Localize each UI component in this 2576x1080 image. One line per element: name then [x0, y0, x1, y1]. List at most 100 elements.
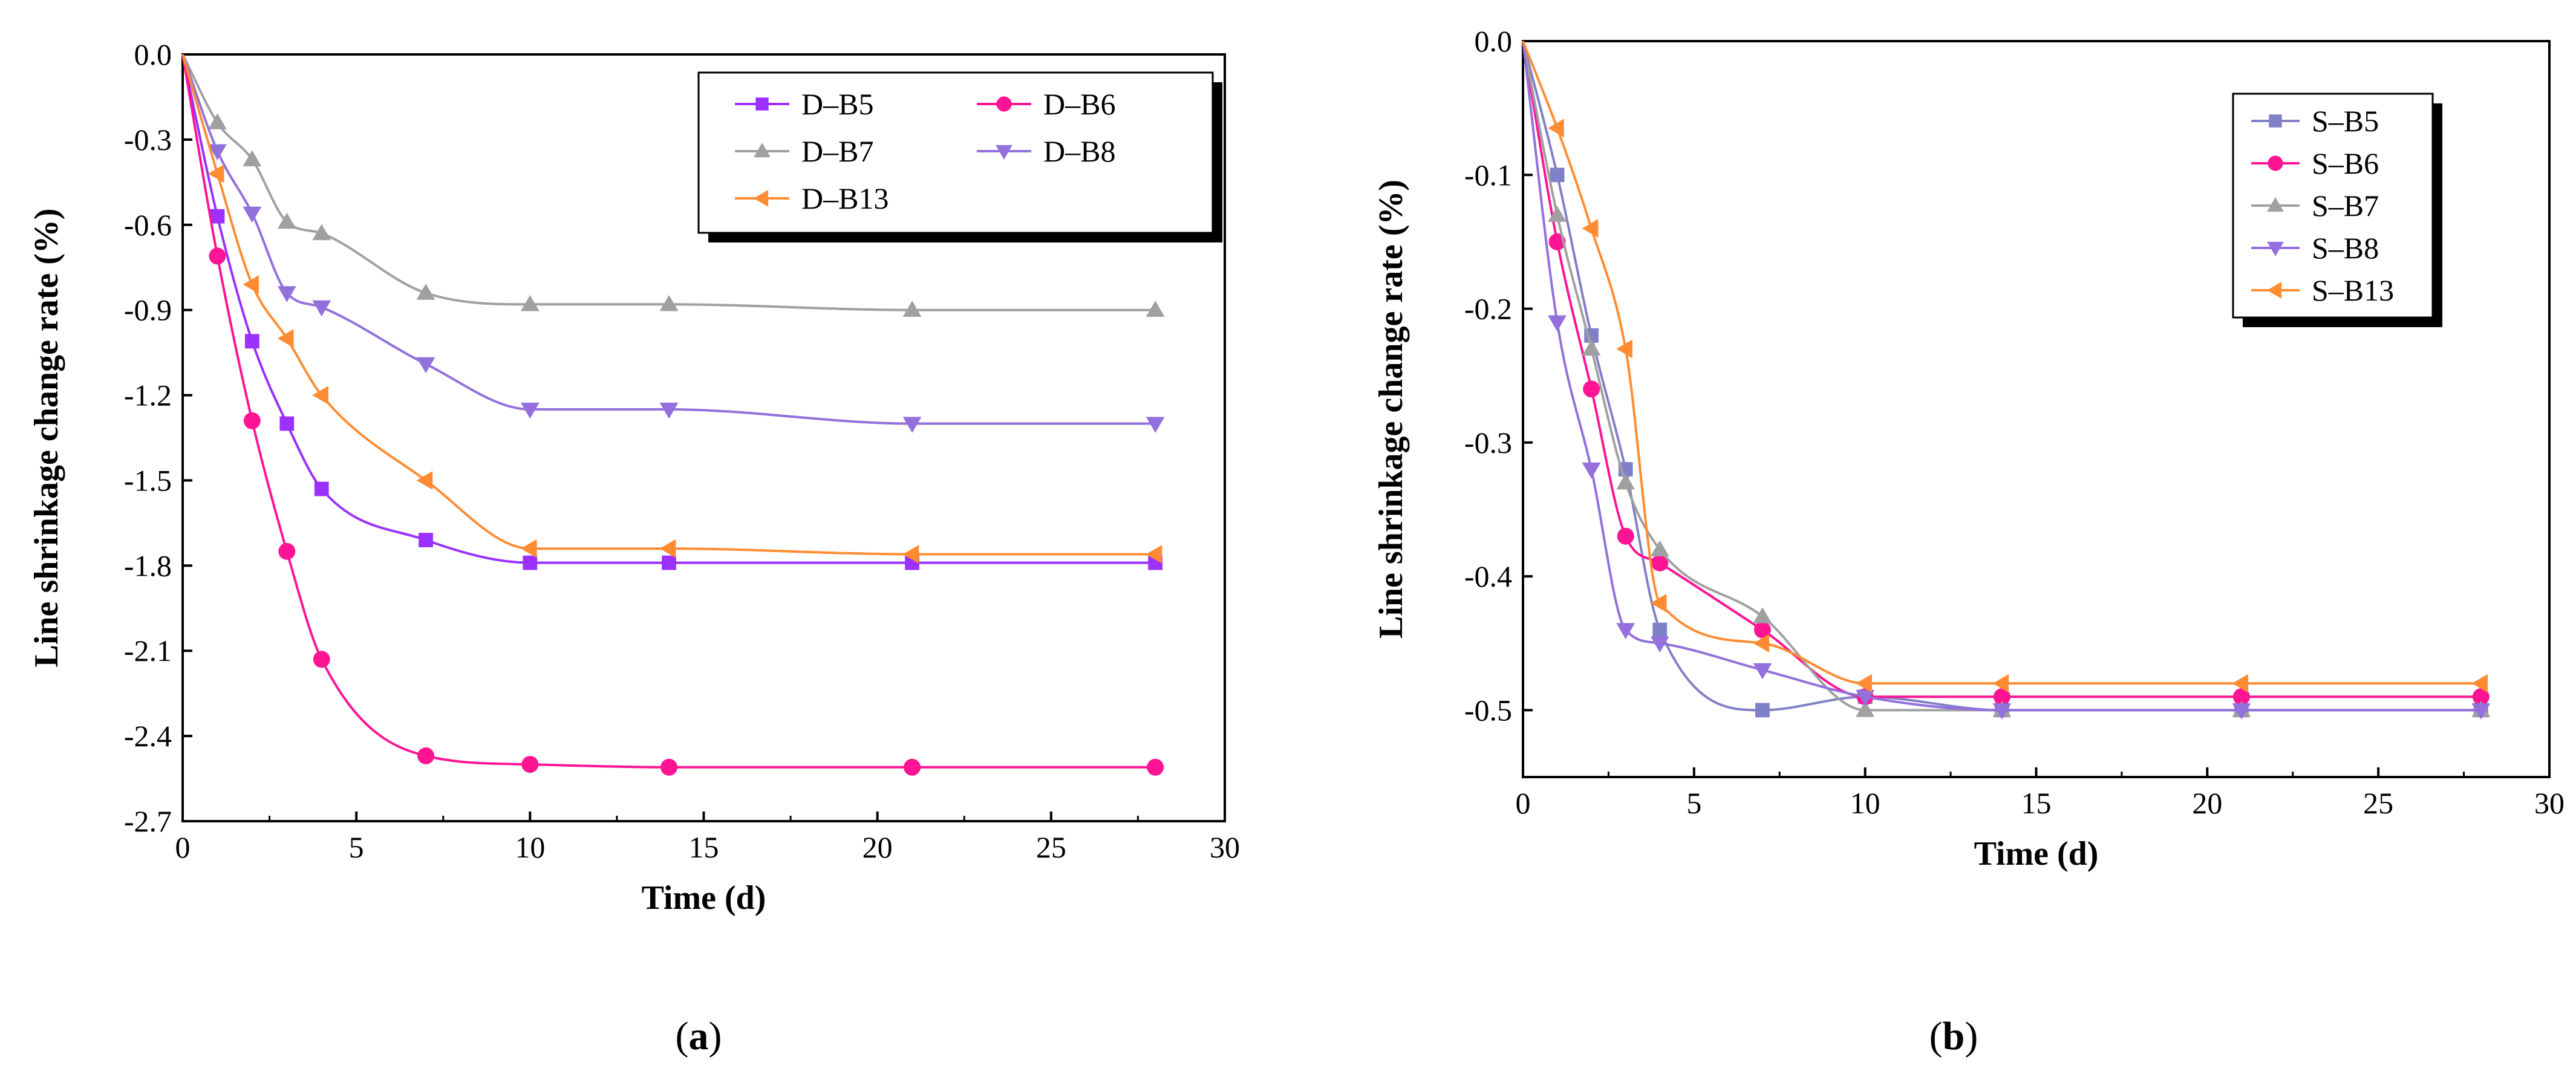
y-tick-label: -1.2: [124, 379, 172, 412]
series-line-2: [1522, 41, 2481, 698]
legend-marker-3: [2267, 197, 2284, 212]
x-tick-label: 0: [1516, 786, 1531, 820]
x-axis-title: Time (d): [642, 879, 766, 917]
legend-box: [697, 71, 1214, 234]
chart-b: 0 5 10 15 20 25 30 0.0 -0.1 -0.2 -0.3 -0.4 -0.5 Time …: [1372, 24, 2565, 873]
y-tick-label: -0.1: [1464, 158, 1512, 192]
y-tick-label: 0.0: [1475, 24, 1513, 58]
legend-label-2: D–B6: [1043, 87, 1115, 121]
legend-label-1: D–B5: [801, 87, 873, 121]
data-point-s5-2: [243, 275, 259, 294]
y-tick-label: -2.7: [124, 804, 172, 838]
data-point-s1-2: [244, 334, 259, 349]
y-tick-label: -0.3: [1464, 426, 1512, 460]
data-point-s3-5: [1753, 607, 1772, 623]
data-point-s3-2: [243, 150, 262, 166]
data-point-s5-4: [312, 386, 328, 405]
legend-marker-2: [996, 96, 1012, 112]
x-tick-label: 20: [2192, 786, 2222, 820]
x-tick-label: 5: [1686, 786, 1701, 820]
data-point-s5-9: [1146, 545, 1162, 564]
data-point-s2-4: [313, 651, 330, 668]
data-point-s4-7: [1992, 703, 2012, 720]
data-point-s5-5: [1753, 634, 1770, 653]
data-point-s5-8: [902, 545, 919, 564]
y-tick-label: -2.4: [124, 719, 172, 753]
legend-label-4: S–B8: [2312, 231, 2379, 265]
x-tick-label: 25: [1036, 830, 1066, 864]
y-tick-label: -0.9: [124, 293, 172, 327]
legend-label-4: D–B8: [1043, 134, 1115, 168]
legend-label-2: S–B6: [2312, 146, 2379, 180]
data-point-s1-6: [523, 555, 538, 570]
data-point-s4-4: [1650, 636, 1669, 653]
x-tick-label: 5: [349, 830, 364, 864]
legend-marker-3: [754, 143, 771, 158]
data-point-s2-8: [904, 758, 921, 776]
data-point-s3-2: [1582, 339, 1601, 356]
data-point-s2-2: [1583, 380, 1600, 398]
data-point-s3-3: [277, 212, 296, 229]
data-point-s4-3: [1616, 623, 1635, 639]
data-point-s2-5: [417, 747, 435, 764]
legend-label-5: S–B13: [2312, 273, 2394, 307]
y-tick-label: -0.6: [124, 208, 172, 242]
data-point-s4-7: [659, 402, 679, 419]
legend-marker-4: [996, 145, 1012, 160]
x-tick-label: 30: [1210, 830, 1240, 864]
x-tick-label: 30: [2534, 786, 2565, 820]
data-point-s4-9: [2471, 703, 2491, 720]
data-point-s4-2: [1582, 462, 1601, 479]
data-point-s5-3: [277, 329, 294, 348]
data-point-s4-5: [1753, 663, 1772, 680]
data-point-s4-8: [2232, 703, 2251, 720]
data-point-s2-4: [1651, 554, 1669, 571]
data-point-s2-1: [209, 247, 226, 265]
data-point-s4-1: [208, 144, 227, 161]
x-tick-label: 15: [689, 830, 719, 864]
data-point-s4-6: [520, 402, 540, 419]
series-line-5: [181, 54, 1156, 556]
x-axis-title: Time (d): [1974, 835, 2099, 873]
y-axis-title: Line shrinkage change rate (%): [1372, 180, 1410, 639]
data-point-s5-9: [2471, 674, 2488, 693]
data-point-s4-6: [1856, 690, 1875, 706]
data-point-s1-1: [210, 209, 225, 224]
data-point-s3-5: [416, 284, 435, 300]
y-tick-label: 0.0: [134, 37, 172, 71]
data-point-s1-1: [1550, 168, 1565, 183]
chart-a: 0 5 10 15 20 25 30 0.0 -0.3 -0.6 -0.9 -1.2 -1.5 -1.8 -…: [28, 37, 1240, 917]
legend-marker-1: [2269, 114, 2282, 128]
y-tick-label: -0.3: [124, 123, 172, 157]
data-point-s3-4: [1650, 540, 1669, 557]
legend-label-5: D–B13: [801, 181, 889, 215]
data-point-s2-8: [2232, 688, 2250, 706]
series-line-5: [1522, 41, 2481, 685]
legend-label-1: S–B5: [2312, 104, 2379, 138]
legend-marker-5: [2267, 282, 2282, 299]
data-point-s2-3: [278, 542, 296, 560]
legend-label-3: D–B7: [801, 134, 873, 168]
y-tick-label: -0.5: [1464, 693, 1512, 727]
data-point-s5-6: [1856, 674, 1872, 693]
data-point-s2-7: [1993, 688, 2010, 706]
y-tick-label: -1.8: [124, 548, 172, 582]
data-point-s5-6: [520, 539, 537, 558]
data-point-s3-3: [1616, 473, 1635, 490]
legend-marker-2: [2268, 155, 2283, 171]
series-line-4: [181, 54, 1156, 425]
data-point-s2-7: [660, 758, 678, 776]
x-tick-label: 10: [515, 830, 545, 864]
data-point-s2-9: [2472, 688, 2490, 706]
data-point-s5-3: [1616, 339, 1632, 359]
x-tick-label: 15: [2021, 786, 2052, 820]
data-point-s4-9: [1146, 417, 1165, 433]
data-point-s4-5: [416, 357, 435, 374]
data-point-s3-6: [1856, 700, 1875, 717]
legend-marker-5: [754, 190, 769, 207]
data-point-s3-7: [659, 294, 679, 311]
data-point-s4-8: [902, 417, 922, 433]
legend-label-3: S–B7: [2312, 189, 2379, 223]
data-point-s2-2: [243, 412, 261, 429]
data-point-s3-6: [520, 294, 540, 311]
